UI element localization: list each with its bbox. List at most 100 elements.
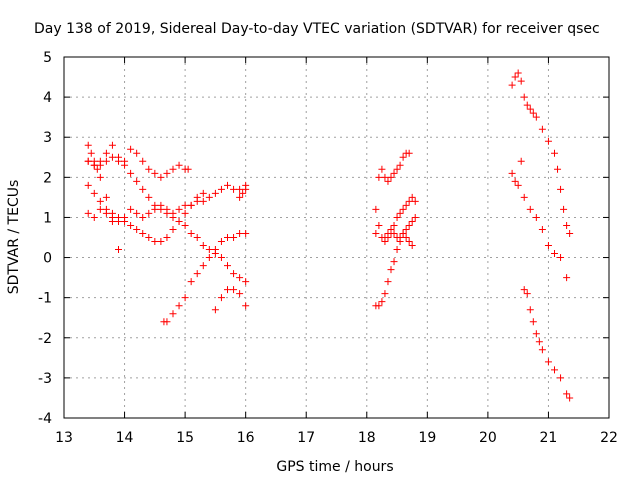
data-point [563,390,571,398]
data-point [390,258,398,266]
data-point [230,270,238,278]
data-point [175,302,183,310]
data-point [90,161,98,169]
data-point [399,153,407,161]
data-point [157,201,165,209]
data-point [205,246,213,254]
data-point [399,205,407,213]
data-point [169,165,177,173]
data-point [133,149,141,157]
data-point [538,125,546,133]
data-point [236,185,244,193]
data-point [217,254,225,262]
data-point [93,165,101,173]
data-point [230,286,238,294]
data-point [405,149,413,157]
data-point [557,374,565,382]
data-series [508,69,574,237]
y-tick-label: -3 [38,371,52,387]
data-point [396,161,404,169]
data-point [151,205,159,213]
data-point [236,229,244,237]
data-point [408,193,416,201]
data-point [181,201,189,209]
data-point [193,234,201,241]
data-point [127,221,135,229]
data-point [127,205,135,213]
data-point [544,358,552,366]
data-point [405,221,413,229]
y-tick-label: 3 [43,130,52,146]
data-point [390,229,398,237]
x-tick-label: 19 [418,430,436,446]
data-point [211,306,219,314]
data-point [566,394,574,402]
data-point [372,205,380,213]
data-point [84,181,92,189]
data-point [121,213,129,221]
data-point [378,165,386,173]
data-point [242,278,250,286]
data-point [520,93,528,101]
data-point [145,165,153,173]
data-point [526,205,534,213]
data-point [236,274,244,282]
data-series [84,141,192,181]
data-point [372,229,380,237]
data-point [529,318,537,326]
x-tick-label: 14 [116,430,134,446]
data-point [139,229,147,237]
data-point [121,161,129,169]
data-point [87,149,95,157]
data-series [520,286,574,402]
data-point [554,165,562,173]
data-point [517,157,525,165]
data-point [236,290,244,298]
data-point [381,290,389,298]
data-point [199,242,207,250]
data-point [163,318,171,326]
data-point [532,213,540,221]
data-point [187,201,195,209]
data-point [390,221,398,229]
data-point [102,149,110,157]
data-point [557,185,565,193]
x-tick-label: 22 [600,430,618,446]
data-point [563,221,571,229]
data-point [169,209,177,217]
data-point [396,234,404,241]
data-point [544,242,552,250]
data-point [205,254,213,262]
data-point [532,113,540,121]
grid [64,57,609,418]
data-series [84,181,207,246]
data-point [405,238,413,246]
data-point [199,197,207,205]
data-point [96,197,104,205]
data-series [236,185,250,201]
data-point [157,238,165,246]
data-point [90,189,98,197]
x-axis-title: GPS time / hours [276,459,393,475]
data-point [205,193,213,201]
data-point [127,145,135,153]
x-tick-labels: 13 14 15 16 17 18 19 20 21 22 [55,430,618,446]
data-point [133,177,141,185]
y-axis-title: SDTVAR / TECUs [6,180,22,295]
data-point [133,225,141,233]
chart-title: Day 138 of 2019, Sidereal Day-to-day VTE… [34,21,600,37]
data-point [387,173,395,181]
data-point [145,209,153,217]
data-point [115,246,122,254]
data-point [224,181,231,189]
data-point [108,213,116,221]
data-point [175,205,183,213]
data-point [139,213,147,221]
data-point [139,157,147,165]
data-point [181,209,189,217]
data-point [102,193,110,201]
data-point [157,173,165,181]
x-tick-label: 20 [479,430,497,446]
data-point [224,262,231,270]
